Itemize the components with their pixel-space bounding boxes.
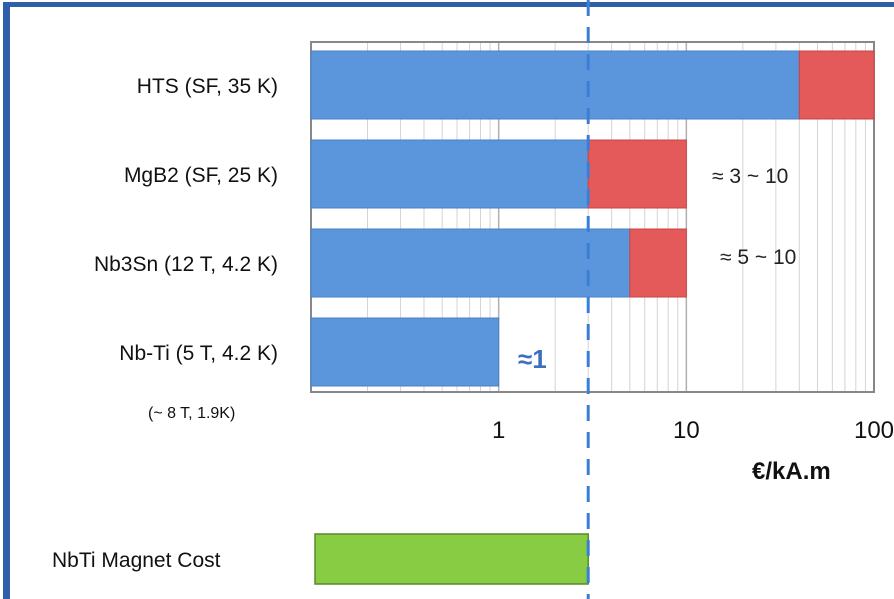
category-label: Nb-Ti (5 T, 4.2 K) [119,342,278,365]
magnet-cost-label: NbTi Magnet Cost [52,549,221,572]
annotation-nb3sn: ≈ 5 ~ 10 [720,246,796,269]
annotation-nbti: ≈1 [518,344,547,374]
x-tick-label: 100 [854,417,894,444]
category-label: HTS (SF, 35 K) [137,75,278,98]
magnet-cost-bar [314,533,589,585]
bar-base [310,317,500,387]
category-label: MgB2 (SF, 25 K) [124,164,278,187]
x-tick-label: 10 [673,417,700,444]
category-note: (~ 8 T, 1.9K) [148,405,235,422]
bar-base [310,139,589,209]
bar-range [587,139,687,209]
bar-range [798,50,875,120]
x-axis-label: €/kA.m [752,458,831,485]
category-label: Nb3Sn (12 T, 4.2 K) [94,253,278,276]
bar-layer [310,50,875,387]
annotation-mgb2: ≈ 3 ~ 10 [712,165,788,188]
bar-range [629,228,687,298]
frame-border [3,2,894,599]
bar-base [310,228,631,298]
label-layer: HTS (SF, 35 K) MgB2 (SF, 25 K) Nb3Sn (12 T… [94,75,894,444]
x-tick-label: 1 [492,417,505,444]
bar-base [310,50,800,120]
plot-border [310,41,875,393]
